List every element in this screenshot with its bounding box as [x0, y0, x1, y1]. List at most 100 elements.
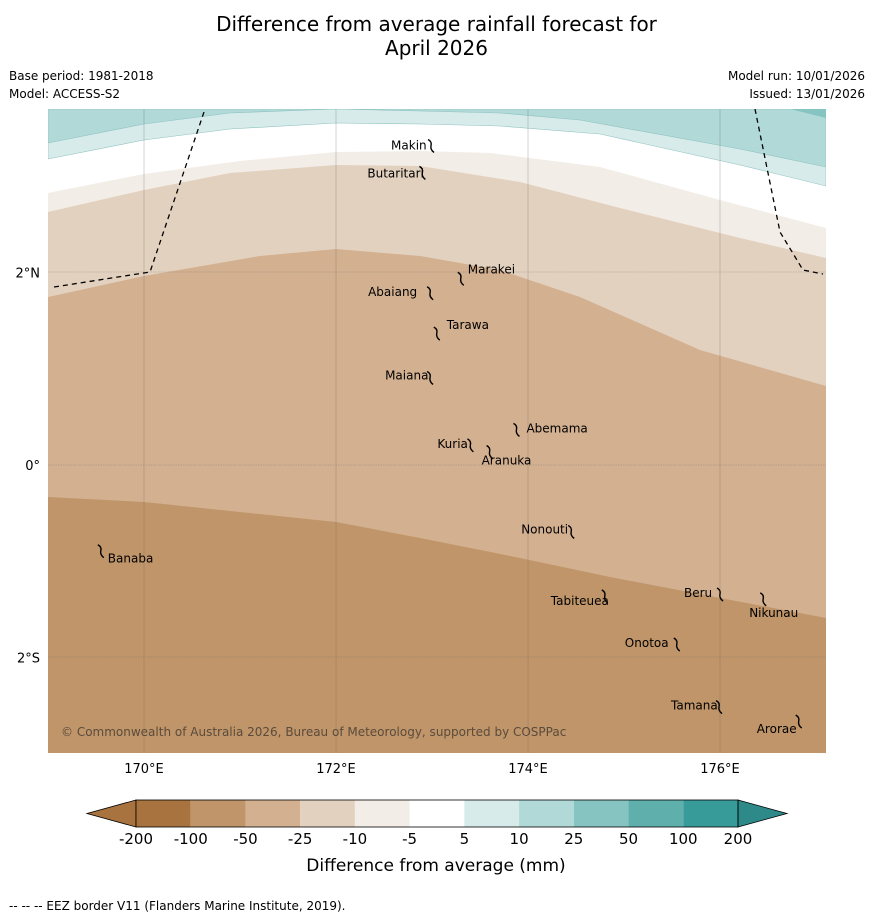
island-butaritari: Butaritari [367, 165, 426, 180]
island-label: Beru [684, 586, 712, 600]
island-coastline [433, 326, 441, 341]
island-onotoa: Onotoa [625, 636, 681, 652]
colorbar-frame [135, 799, 739, 828]
colorbar-under-arrow [85, 799, 137, 828]
graticule [48, 109, 826, 753]
lon-tick-label: 174°E [508, 762, 548, 777]
colorbar-segment [409, 800, 465, 827]
colorbar-segment [573, 800, 629, 827]
band-plus10 [48, 109, 826, 168]
colorbar: -200 -100 -50 -25 -10 -5 5 10 25 50 100 200 Differen… [85, 799, 789, 876]
eez-legend-note: -- -- -- EEZ border V11 (Flanders Marine… [9, 899, 346, 913]
colorbar-tick-label: -100 [174, 830, 208, 848]
model-run: Model run: 10/01/2026 [727, 69, 865, 83]
colorbar-tick-label: -10 [343, 830, 368, 848]
island-beru: Beru [684, 586, 724, 602]
island-banaba: Banaba [97, 544, 154, 566]
island-coastline [759, 592, 767, 607]
island-label: Onotoa [625, 636, 669, 650]
island-coastline [419, 165, 426, 180]
island-label: Tarawa [446, 318, 489, 332]
island-label: Arorae [757, 722, 797, 736]
colorbar-title: Difference from average (mm) [306, 856, 565, 876]
island-coastline [513, 422, 520, 437]
island-coastline [426, 370, 434, 386]
island-label: Banaba [108, 552, 154, 566]
issued-date: Issued: 13/01/2026 [749, 87, 865, 101]
lon-tick-label: 176°E [700, 762, 740, 777]
island-label: Maiana [385, 368, 428, 382]
island-label: Nikunau [749, 606, 798, 620]
island-coastline [426, 286, 434, 301]
island-coastline [716, 587, 724, 602]
colorbar-tick-label: 200 [724, 830, 753, 848]
colorbar-segment [683, 800, 738, 827]
island-arorae: Arorae [757, 714, 803, 736]
island-coastline [601, 589, 609, 604]
model-name: Model: ACCESS-S2 [9, 87, 121, 101]
axis-ticks: 170°E 172°E 174°E 176°E 2°N 0° 2°S [16, 267, 740, 778]
colorbar-tick-label: -25 [288, 830, 313, 848]
island-abaiang: Abaiang [368, 285, 434, 301]
island-maiana: Maiana [385, 368, 434, 386]
island-tabiteuea: Tabiteuea [550, 589, 609, 608]
island-label: Marakei [468, 262, 515, 276]
colorbar-tick-label: -50 [233, 830, 258, 848]
island-aranuka: Aranuka [482, 444, 532, 468]
island-label: Butaritari [367, 166, 424, 180]
base-period: Base period: 1981-2018 [9, 69, 154, 83]
colorbar-tick-label: -200 [119, 830, 153, 848]
island-marakei: Marakei [457, 262, 515, 286]
island-coastline [467, 438, 474, 453]
lat-tick-label: 0° [25, 459, 40, 474]
island-tarawa: Tarawa [433, 318, 489, 341]
map-title: Difference from average rainfall forecas… [0, 12, 873, 60]
map-panel: © Commonwealth of Australia 2026, Bureau… [48, 109, 826, 753]
island-coastline [486, 444, 494, 460]
meta-right: Model run: 10/01/2026 Issued: 13/01/2026 [728, 67, 865, 103]
lon-tick-label: 170°E [124, 762, 164, 777]
colorbar-segment [354, 800, 410, 827]
island-label: Aranuka [482, 454, 532, 468]
island-label: Abaiang [368, 285, 417, 299]
island-coastline [457, 271, 465, 286]
island-label: Nonouti [521, 522, 568, 536]
island-abemama: Abemama [513, 421, 588, 437]
colorbar-segment [300, 800, 355, 827]
colorbar-segment [464, 800, 520, 827]
meta-left: Base period: 1981-2018 Model: ACCESS-S2 [9, 67, 154, 103]
island-makin: Makin [391, 138, 435, 154]
colorbar-segment [245, 800, 301, 827]
lat-tick-label: 2°N [16, 267, 41, 282]
copyright-notice: © Commonwealth of Australia 2026, Bureau… [61, 725, 566, 739]
island-label: Tabiteuea [550, 594, 609, 608]
island-nonouti: Nonouti [521, 522, 575, 540]
colorbar-segment [628, 800, 684, 827]
island-coastline [427, 138, 435, 154]
island-coastline [673, 637, 681, 652]
island-label: Tamana [670, 699, 718, 713]
lat-tick-label: 2°S [17, 652, 40, 667]
colorbar-tick-label: 25 [564, 830, 583, 848]
island-kuria: Kuria [437, 437, 474, 453]
island-coastline [715, 699, 723, 715]
colorbar-tick-label: 5 [460, 830, 470, 848]
island-coastline [97, 544, 105, 559]
lon-tick-label: 172°E [316, 762, 356, 777]
island-label: Abemama [526, 421, 587, 435]
island-label: Kuria [437, 437, 468, 451]
colorbar-segment [519, 800, 574, 827]
colorbar-segment [136, 800, 191, 827]
island-coastline [567, 524, 575, 540]
colorbar-tick-label: 10 [510, 830, 529, 848]
band-plus25 [790, 109, 826, 118]
island-nikunau: Nikunau [749, 592, 798, 620]
island-layer: Makin Butaritari Marakei Abaiang Tarawa Maian… [97, 138, 803, 736]
island-label: Makin [391, 138, 427, 152]
eez-border [53, 109, 824, 288]
island-tamana: Tamana [670, 699, 723, 715]
colorbar-tick-label: 100 [669, 830, 698, 848]
colorbar-segment [190, 800, 246, 827]
title-line-1: Difference from average rainfall forecas… [216, 12, 657, 36]
